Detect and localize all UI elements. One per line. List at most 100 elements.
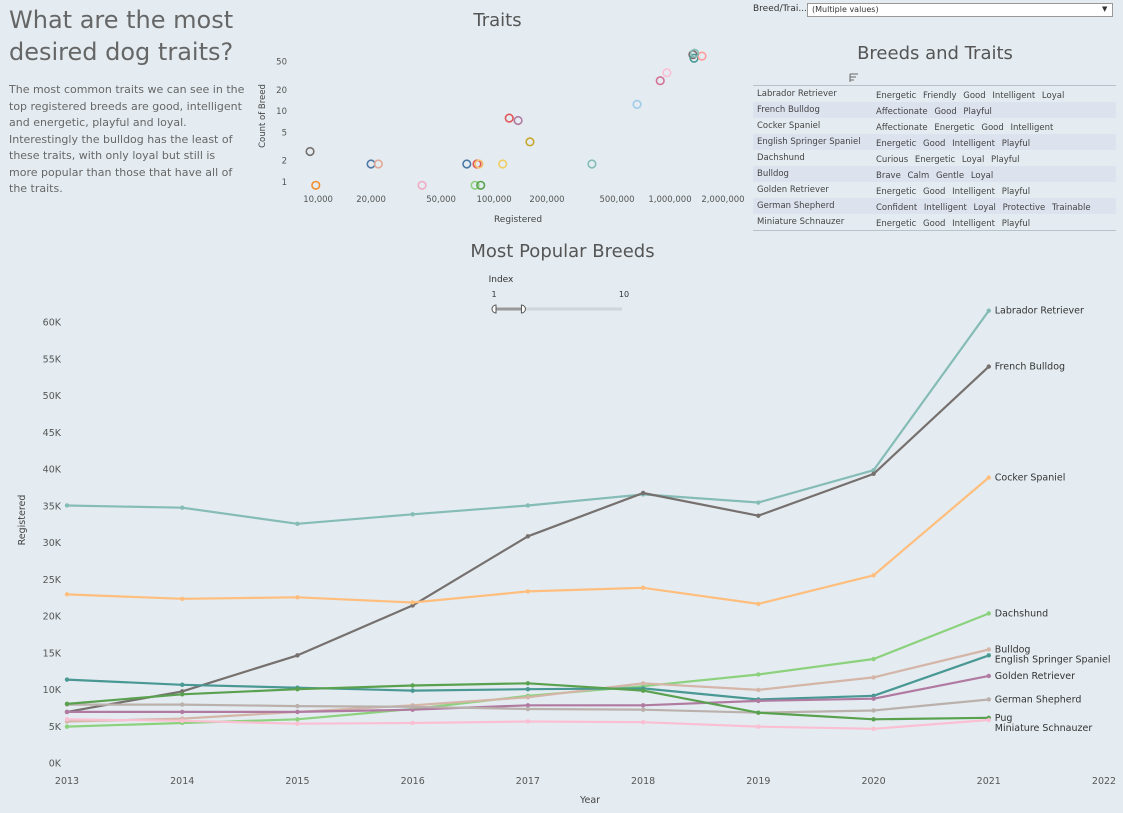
- y-tick-label: 5: [282, 129, 287, 139]
- y-tick-label: 5K: [49, 722, 62, 733]
- data-point: [640, 585, 646, 590]
- data-point: [986, 364, 991, 369]
- index-slider-high-handle[interactable]: [520, 304, 526, 314]
- data-point: [640, 703, 646, 708]
- y-tick-label: 55K: [43, 354, 62, 365]
- x-tick-label: 2017: [516, 776, 540, 787]
- data-point: [295, 717, 300, 722]
- data-point: [64, 709, 70, 715]
- table-row[interactable]: German Shepherd Confident Intelligent Loy…: [753, 198, 1116, 214]
- breed-name-cell: Golden Retriever: [757, 185, 829, 195]
- scatter-point: [470, 180, 480, 190]
- data-point: [410, 683, 415, 688]
- y-tick-label: 50: [276, 58, 287, 68]
- series-line: [66, 365, 990, 713]
- series-end-label: Pug: [995, 713, 1013, 724]
- x-tick-label: 2018: [631, 776, 655, 787]
- data-point: [756, 687, 761, 693]
- breed-trait-filter-select[interactable]: (Multiple values): [807, 3, 1113, 17]
- scatter-point: [474, 159, 484, 169]
- table-row[interactable]: Labrador Retriever Energetic Friendly Goo…: [753, 86, 1116, 102]
- breed-name-cell: Miniature Schnauzer: [757, 217, 845, 227]
- y-tick-label: 20: [276, 86, 287, 96]
- scatter-point: [498, 159, 508, 169]
- series-end-label: Dachshund: [995, 608, 1048, 619]
- data-point: [410, 688, 415, 693]
- data-point: [410, 720, 415, 726]
- breed-traits-cell: Energetic Good Intelligent Playful: [876, 139, 1031, 149]
- intro-text: The most common traits we can see in the…: [9, 83, 245, 195]
- x-tick-label: 2021: [977, 776, 1001, 787]
- data-point: [295, 709, 300, 715]
- x-tick-label: 10,000: [303, 195, 333, 205]
- data-point: [525, 719, 531, 724]
- data-point: [986, 697, 991, 702]
- y-tick-label: 10: [276, 107, 287, 117]
- x-axis-label: Registered: [494, 215, 542, 225]
- index-slider-label: Index: [489, 275, 514, 285]
- data-point: [525, 589, 531, 594]
- y-tick-label: 10K: [43, 685, 62, 696]
- chevron-down-icon[interactable]: ▼: [1102, 5, 1108, 13]
- data-point: [525, 534, 531, 539]
- data-point: [871, 467, 876, 473]
- popular-breeds-chart-title: Most Popular Breeds: [470, 241, 655, 262]
- scatter-point: [662, 68, 672, 78]
- data-point: [295, 595, 300, 600]
- scatter-point: [587, 159, 597, 169]
- data-point: [986, 308, 991, 313]
- popular-breeds-line-chart: Index 1 10 0K 5K 10K 15K 20K 25K 30K 35K 40K 45K 50K 5…: [17, 275, 1116, 806]
- table-row[interactable]: Bulldog Brave Calm Gentle Loyal: [753, 166, 1116, 182]
- table-row[interactable]: Dachshund Curious Energetic Loyal Playful: [753, 150, 1116, 166]
- breed-traits-cell: Affectionate Good Playful: [876, 107, 992, 117]
- table-row[interactable]: French Bulldog Affectionate Good Playful: [753, 102, 1116, 118]
- series-line: [66, 476, 990, 605]
- data-point: [986, 611, 991, 616]
- data-point: [525, 503, 531, 508]
- scatter-point: [417, 180, 427, 190]
- scatter-point: [632, 99, 642, 109]
- y-tick-label: 60K: [43, 318, 62, 329]
- data-point: [756, 513, 761, 518]
- x-tick-label: 2019: [746, 776, 770, 787]
- x-tick-label: 20,000: [356, 195, 386, 205]
- index-slider-low-handle[interactable]: [491, 304, 497, 314]
- x-axis-label: Year: [579, 795, 600, 806]
- scatter-point: [311, 180, 321, 190]
- data-point: [525, 695, 531, 700]
- data-point: [64, 717, 70, 722]
- data-point: [525, 703, 531, 708]
- data-point: [64, 724, 70, 729]
- data-point: [986, 475, 991, 480]
- scatter-point: [513, 115, 523, 126]
- y-tick-label: 20K: [43, 612, 62, 623]
- breed-name-cell: German Shepherd: [757, 201, 835, 211]
- scatter-point: [697, 51, 707, 61]
- series-end-label: Cocker Spaniel: [995, 473, 1066, 484]
- data-point: [986, 717, 991, 723]
- y-tick-label: 50K: [43, 391, 62, 402]
- scatter-point: [305, 146, 315, 157]
- breeds-traits-table: Labrador Retriever Energetic Friendly Goo…: [753, 85, 1116, 231]
- series-end-label: Labrador Retriever: [995, 306, 1084, 317]
- traits-chart-title: Traits: [473, 10, 522, 31]
- series-end-label: Golden Retriever: [995, 671, 1075, 682]
- y-tick-label: 35K: [43, 501, 62, 512]
- table-row[interactable]: Miniature Schnauzer Energetic Good Intell…: [753, 214, 1116, 230]
- index-slider-max-label: 10: [619, 290, 629, 299]
- breed-name-cell: Cocker Spaniel: [757, 121, 821, 131]
- table-row[interactable]: English Springer Spaniel Energetic Good I…: [753, 134, 1116, 150]
- data-point: [410, 600, 415, 605]
- x-tick-label: 2016: [401, 776, 425, 787]
- data-point: [525, 706, 531, 712]
- sort-icon[interactable]: [849, 73, 859, 82]
- traits-scatter-chart: 1 2 5 10 20 50 10,000 20,000 50,000 100,000 200,00…: [258, 48, 745, 225]
- y-tick-label: 25K: [43, 575, 62, 586]
- scatter-point: [476, 180, 486, 190]
- data-point: [756, 500, 761, 505]
- data-point: [180, 682, 185, 687]
- scatter-point: [689, 48, 700, 58]
- data-point: [640, 707, 646, 712]
- table-row[interactable]: Golden Retriever Energetic Good Intellige…: [753, 182, 1116, 198]
- table-row[interactable]: Cocker Spaniel Affectionate Energetic Goo…: [753, 118, 1116, 134]
